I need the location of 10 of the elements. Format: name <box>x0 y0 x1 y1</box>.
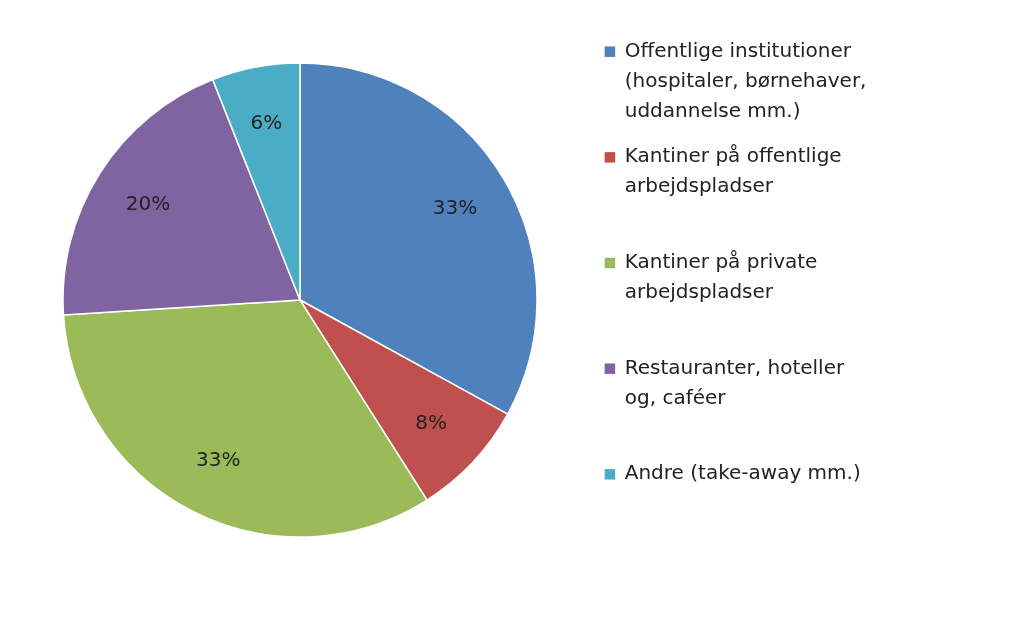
data-label: 20% <box>125 190 171 215</box>
data-label: 6% <box>250 110 283 135</box>
legend-label: Restauranter, hoteller og, caféer <box>624 354 845 409</box>
legend-label: Kantiner på private arbejdspladser <box>624 249 818 304</box>
legend-label: Kantiner på offentlige arbejdspladser <box>624 143 842 198</box>
data-label: 33% <box>196 447 241 472</box>
legend-label: Offentlige institutioner (hospitaler, børnehaver, uddannelse mm.) <box>624 37 867 122</box>
data-label: 33% <box>432 195 478 220</box>
legend-label: Andre (take-away mm.) <box>624 460 861 485</box>
data-label: 8% <box>415 410 448 435</box>
